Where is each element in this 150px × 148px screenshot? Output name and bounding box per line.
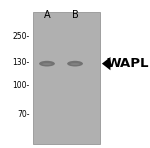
Ellipse shape <box>67 61 83 66</box>
Text: WAPL: WAPL <box>107 57 149 70</box>
Text: 250-: 250- <box>13 32 30 41</box>
Text: 100-: 100- <box>13 81 30 90</box>
Ellipse shape <box>39 61 55 66</box>
Text: A: A <box>44 10 50 20</box>
Text: B: B <box>72 10 78 20</box>
Ellipse shape <box>70 63 80 65</box>
Bar <box>66 12 67 144</box>
Text: 70-: 70- <box>17 110 30 119</box>
Ellipse shape <box>42 63 52 65</box>
Polygon shape <box>102 57 110 70</box>
FancyBboxPatch shape <box>33 12 100 144</box>
Text: 130-: 130- <box>13 58 30 67</box>
